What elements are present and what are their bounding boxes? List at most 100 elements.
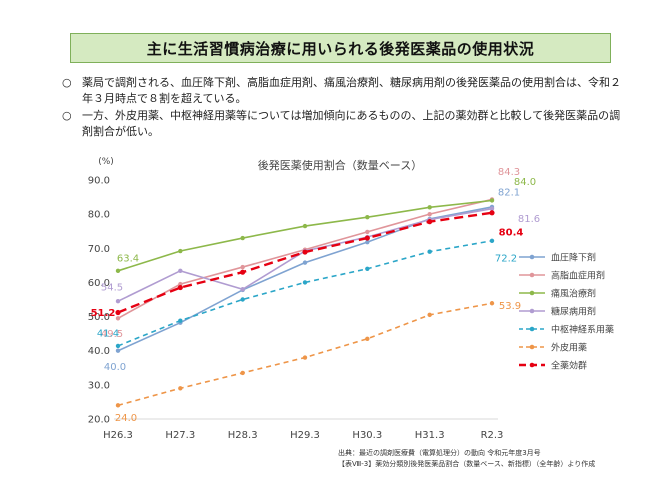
data-point: [178, 386, 183, 391]
y-tick-label: 40.0: [88, 346, 110, 357]
data-point: [302, 260, 308, 265]
data-point: [489, 198, 495, 203]
data-point: [302, 223, 308, 229]
data-point: [427, 219, 433, 225]
data-label: 72.2: [495, 253, 517, 264]
legend-label: 痛風治療剤: [551, 288, 596, 300]
bullet-text: 薬局で調剤される、血圧降下剤、高脂血症用剤、痛風治療剤、糖尿病用剤の後発医薬品の…: [82, 76, 621, 105]
data-point: [240, 297, 245, 302]
data-point: [302, 249, 308, 255]
data-point: [489, 206, 495, 211]
y-tick-label: 70.0: [88, 244, 110, 255]
x-tick-label: H27.3: [165, 430, 195, 441]
x-tick-label: H28.3: [228, 430, 258, 441]
legend-label: 全薬効群: [551, 360, 587, 372]
x-tick-label: H29.3: [290, 430, 320, 441]
data-point: [115, 316, 121, 321]
legend-swatch-marker: [529, 344, 535, 350]
data-point: [489, 301, 495, 306]
data-point: [427, 211, 432, 217]
legend-label: 中枢神経系用薬: [551, 324, 614, 336]
legend-swatch-marker: [529, 290, 535, 296]
legend-label: 血圧降下剤: [551, 252, 596, 264]
y-tick-label: 30.0: [88, 380, 110, 391]
data-point: [115, 403, 121, 408]
legend-swatch-marker: [529, 362, 535, 368]
x-tick-label: H26.3: [103, 430, 133, 441]
data-point: [115, 309, 121, 316]
legend-swatch-marker: [529, 326, 535, 332]
y-tick-label: 80.0: [88, 210, 110, 221]
legend-swatch-marker: [529, 272, 535, 278]
bullet-mark: ○: [62, 76, 72, 89]
y-tick-label: 60.0: [88, 278, 110, 289]
y-tick-label: 20.0: [88, 415, 110, 426]
source-line: 【表Ⅷ-3】薬効分類別後発医薬品割合（数量ベース、新指標）（全年齢）より作成: [338, 460, 596, 468]
legend-swatch-marker: [529, 308, 535, 314]
data-label: 40.0: [104, 362, 126, 373]
data-label: 24.0: [115, 413, 137, 424]
data-label: 80.4: [499, 227, 524, 238]
data-point: [427, 249, 432, 254]
legend-label: 糖尿病用剤: [551, 306, 596, 318]
data-point: [115, 348, 121, 353]
data-label: 82.1: [498, 187, 520, 198]
bullet-text: 一方、外皮用薬、中枢神経用薬等については増加傾向にあるものの、上記の薬効群と比較…: [82, 109, 621, 138]
data-point: [178, 318, 183, 323]
data-point: [364, 235, 370, 241]
data-point: [240, 370, 245, 376]
data-point: [240, 287, 245, 292]
data-point: [489, 210, 495, 216]
data-label: 84.3: [498, 167, 520, 178]
data-point: [115, 343, 121, 349]
x-tick-label: R2.3: [481, 430, 504, 441]
data-label: 63.4: [117, 253, 139, 264]
data-point: [240, 269, 246, 275]
data-point: [178, 268, 183, 274]
source-note: 出典：最近の調剤医療費（電算処理分）の動向 令和元年度3月号 【表Ⅷ-3】薬効分…: [338, 448, 595, 470]
bullet-item: ○ 一方、外皮用薬、中枢神経用薬等については増加傾向にあるものの、上記の薬効群と…: [62, 108, 622, 140]
data-point: [489, 238, 495, 243]
data-label: 81.6: [518, 214, 540, 225]
page-title-box: 主に生活習慣病治療に用いられる後発医薬品の使用状況: [70, 33, 611, 63]
y-tick-label: 50.0: [88, 312, 110, 323]
x-tick-label: H30.3: [352, 430, 382, 441]
data-point: [240, 264, 245, 270]
data-point: [302, 355, 308, 360]
legend-swatch-marker: [529, 254, 535, 260]
data-label: 54.5: [101, 283, 123, 294]
data-label: 49.5: [101, 329, 123, 340]
bullet-mark: ○: [62, 109, 72, 122]
data-label: 41.4: [97, 328, 119, 339]
data-point: [240, 235, 245, 241]
legend-label: 高脂血症用剤: [551, 270, 605, 282]
data-label: 84.0: [514, 177, 536, 188]
data-point: [365, 336, 370, 341]
x-tick-label: H31.3: [415, 430, 445, 441]
data-point: [178, 248, 183, 254]
y-axis-label: (%): [98, 157, 114, 167]
y-tick-label: 90.0: [88, 176, 110, 187]
data-point: [115, 268, 121, 274]
series-line: [117, 206, 493, 352]
series-line: [117, 302, 493, 407]
data-label: 51.2: [91, 308, 116, 319]
source-line: 出典：最近の調剤医療費（電算処理分）の動向 令和元年度3月号: [338, 449, 541, 457]
series-line: [117, 199, 493, 272]
data-point: [427, 312, 432, 318]
summary-bullets: ○ 薬局で調剤される、血圧降下剤、高脂血症用剤、痛風治療剤、糖尿病用剤の後発医薬…: [62, 75, 622, 141]
data-point: [365, 239, 370, 245]
bullet-item: ○ 薬局で調剤される、血圧降下剤、高脂血症用剤、痛風治療剤、糖尿病用剤の後発医薬…: [62, 75, 622, 107]
data-label: 53.9: [499, 301, 521, 312]
page-title: 主に生活習慣病治療に用いられる後発医薬品の使用状況: [146, 39, 535, 58]
data-point: [365, 229, 370, 235]
data-point: [302, 280, 308, 285]
data-point: [177, 284, 183, 291]
data-point: [365, 266, 370, 271]
chart-title: 後発医薬使用割合（数量ベース）: [257, 159, 423, 172]
data-point: [115, 299, 121, 304]
data-point: [427, 205, 432, 210]
legend-label: 外皮用薬: [551, 342, 587, 354]
data-point: [365, 215, 370, 220]
